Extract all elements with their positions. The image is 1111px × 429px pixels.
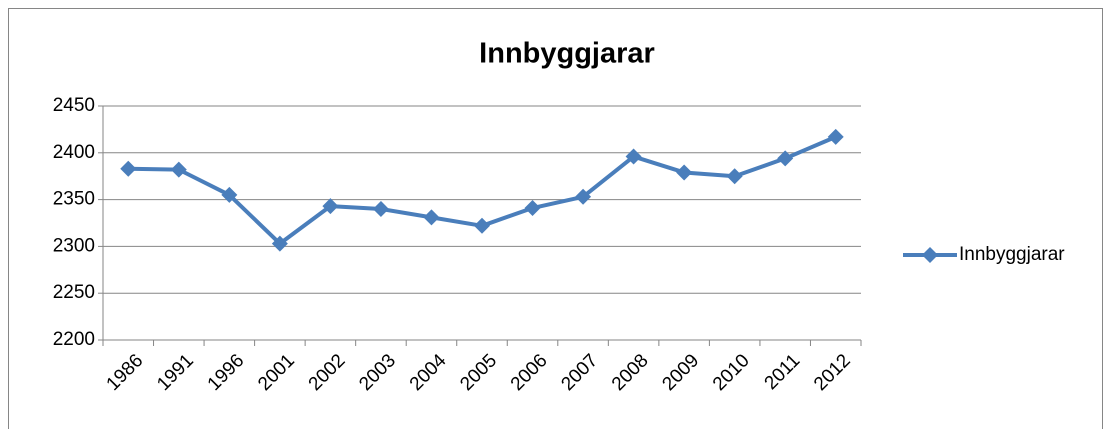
x-tick-label: 2008 [608,350,653,395]
marker [777,150,794,167]
chart-border [8,8,1103,429]
x-tick-label: 2001 [254,350,299,395]
marker [221,186,238,203]
x-tick-label: 2010 [709,350,754,395]
x-tick-label: 2009 [658,350,703,395]
x-tick-label: 2003 [355,350,400,395]
marker [322,198,339,215]
x-tick-label: 2005 [456,350,501,395]
marker [524,200,541,217]
x-tick-label: 2007 [557,350,602,395]
marker [120,160,137,177]
y-tick-label: 2200 [53,329,95,350]
marker [625,148,642,165]
y-tick-label: 2300 [53,235,95,256]
x-tick-label: 1986 [103,350,148,395]
marker [676,164,693,181]
marker [575,188,592,205]
legend-marker [922,247,938,263]
x-tick-label: 2011 [761,350,805,394]
marker [372,200,389,217]
y-tick-label: 2450 [53,95,95,116]
y-tick-label: 2250 [53,282,95,303]
marker [827,128,844,145]
y-tick-label: 2350 [53,189,95,210]
marker [726,168,743,185]
y-tick-label: 2400 [53,142,95,163]
marker [271,235,288,252]
x-tick-label: 1996 [204,350,249,395]
marker [474,217,490,234]
x-tick-label: 2012 [810,350,855,395]
x-tick-label: 2004 [406,350,451,395]
chart-title: Innbyggjarar [479,38,655,70]
x-tick-label: 2002 [305,350,350,395]
x-tick-label: 2006 [507,350,552,395]
legend-label: Innbyggjarar [959,244,1065,265]
x-tick-label: 1991 [153,350,198,395]
marker [170,161,187,178]
marker [423,209,440,226]
